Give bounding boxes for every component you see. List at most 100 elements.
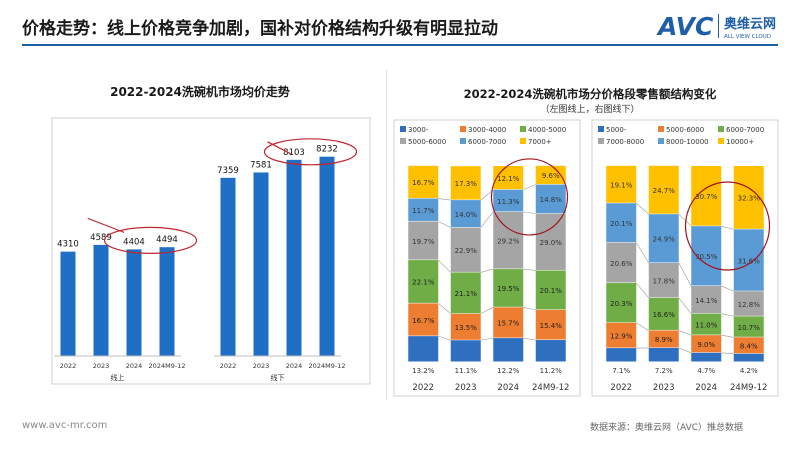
mix-value-label-box: 14.1% [695, 297, 718, 305]
mix-value-label-box: 20.1% [540, 287, 563, 295]
mix-value-label-box: 8.9% [655, 336, 673, 344]
avg-bar [159, 247, 175, 356]
mix-bar-segment [535, 213, 566, 270]
mix-value-label-box: 13.5% [455, 324, 478, 332]
avg-bar-label: 8103 [283, 148, 305, 158]
mix-value-label: 30.5% [695, 253, 718, 261]
mix-x-tick: 24M9-12 [532, 383, 569, 393]
mix-value-label: 15.7% [497, 320, 520, 328]
mix-bar-segment [535, 270, 566, 310]
mix-value-label-box: 4.2% [733, 365, 764, 375]
mix-value-label: 30.7% [695, 193, 718, 201]
mix-connector-line [523, 337, 536, 341]
mix-bar-segment [733, 337, 764, 354]
mix-legend-label: 5000-6000 [666, 126, 704, 134]
mix-connector-line [636, 322, 649, 331]
avg-bar [286, 159, 302, 356]
mix-value-label: 15.4% [540, 322, 563, 330]
mix-connector-line [721, 285, 734, 292]
mix-value-label-box: 9.6% [542, 172, 560, 180]
mix-value-label-box: 12.8% [738, 301, 761, 309]
avg-x-tick: 2024 [286, 362, 303, 370]
avg-group-label: 线下 [271, 373, 285, 382]
mix-value-label-box: 11.2% [535, 365, 566, 375]
mix-connector-line [721, 313, 734, 317]
mix-value-label: 29.2% [497, 237, 520, 245]
mix-bar-segment [733, 316, 764, 337]
mix-value-label: 20.6% [610, 260, 633, 268]
avg-chart-title: 2022-2024洗碗机市场均价走势 [110, 84, 290, 99]
mix-value-label-box: 14.8% [540, 196, 563, 204]
avg-bar-label: 8232 [316, 145, 338, 155]
mix-connector-line [721, 352, 734, 355]
mix-value-label: 32.3% [738, 195, 761, 203]
website-link[interactable]: www.avc-mr.com [22, 420, 108, 431]
mix-bar-segment [450, 272, 481, 314]
mix-legend-swatch [400, 138, 406, 144]
mix-bar-segment [493, 338, 524, 362]
mix-value-label-bg [450, 365, 481, 375]
mix-bar-segment [606, 203, 637, 243]
mix-bar-segment [493, 211, 524, 269]
mix-connector-line [678, 262, 692, 287]
avg-bar [93, 244, 109, 356]
logo-mark: AVC [656, 12, 714, 41]
mix-value-label-box: 24.9% [653, 236, 676, 244]
mix-value-label: 19.5% [497, 285, 520, 293]
mix-connector-line [523, 268, 536, 271]
logo-sub: ALL VIEW CLOUD [724, 34, 771, 40]
mix-value-label: 20.1% [540, 287, 563, 295]
mix-value-label-box: 7.2% [648, 365, 679, 375]
mix-connector-line [480, 268, 494, 273]
mix-value-label: 17.8% [653, 277, 676, 285]
mix-legend-label: 6000-7000 [468, 138, 506, 146]
mix-connector-line [438, 303, 451, 315]
mix-legend-swatch [658, 138, 664, 144]
mix-panel-frame [591, 119, 779, 397]
mix-value-label-box: 30.5% [695, 253, 718, 261]
mix-legend-label: 5000- [606, 126, 627, 134]
mix-value-label-box: 16.7% [412, 317, 435, 325]
mix-value-label-box: 11.7% [412, 207, 435, 215]
mix-value-label: 20.1% [610, 220, 633, 228]
mix-value-label: 14.0% [455, 211, 478, 219]
mix-highlight-ellipse [490, 158, 569, 236]
mix-legend-label: 5000-6000 [408, 138, 446, 146]
mix-bar-segment [606, 165, 637, 203]
avg-plot-frame [51, 117, 371, 385]
mix-bar-segment [535, 309, 566, 340]
mix-value-label: 11.0% [695, 321, 718, 329]
mix-connector-line [438, 259, 451, 273]
mix-value-label-bg [648, 365, 679, 375]
data-source: 数据来源：奥维云网（AVC）推总数据 [590, 423, 744, 433]
mix-connector-line [678, 330, 692, 336]
mix-value-label: 12.8% [738, 301, 761, 309]
mix-legend-swatch [658, 126, 664, 132]
mix-value-label-bg [493, 365, 524, 375]
mix-chart-title: 2022-2024洗碗机市场分价格段零售额结构变化 [464, 87, 717, 101]
avg-bar-label: 4404 [123, 237, 145, 247]
mix-bar-segment [408, 221, 439, 260]
mix-bar-segment [408, 260, 439, 303]
mix-chart-subtitle: （左图线上，右图线下） [540, 103, 639, 115]
company-logo: AVC 奥维云网 ALL VIEW CLOUD [656, 12, 776, 41]
mix-bar-segment [493, 269, 524, 307]
mix-value-label-box: 11.1% [450, 365, 481, 375]
mix-highlight-ellipse [684, 181, 771, 271]
offline-arrow [267, 141, 291, 155]
mix-value-label-bg [408, 365, 439, 375]
mix-legend-swatch [460, 138, 466, 144]
avg-bar-label: 4494 [156, 235, 178, 245]
mix-legend-label: 3000-4000 [468, 126, 506, 134]
mix-value-label: 11.3% [497, 198, 520, 206]
mix-connector-line [438, 221, 451, 228]
mix-bar-segment [535, 165, 566, 185]
mix-value-label-box: 7.1% [606, 365, 637, 375]
mix-legend-swatch [520, 126, 526, 132]
mix-bar-segment [450, 200, 481, 228]
mix-connector-line [523, 307, 536, 311]
mix-bar-segment [408, 165, 439, 199]
mix-bar-segment [648, 347, 679, 362]
avg-bar [126, 249, 142, 356]
mix-connector-line [678, 347, 692, 354]
